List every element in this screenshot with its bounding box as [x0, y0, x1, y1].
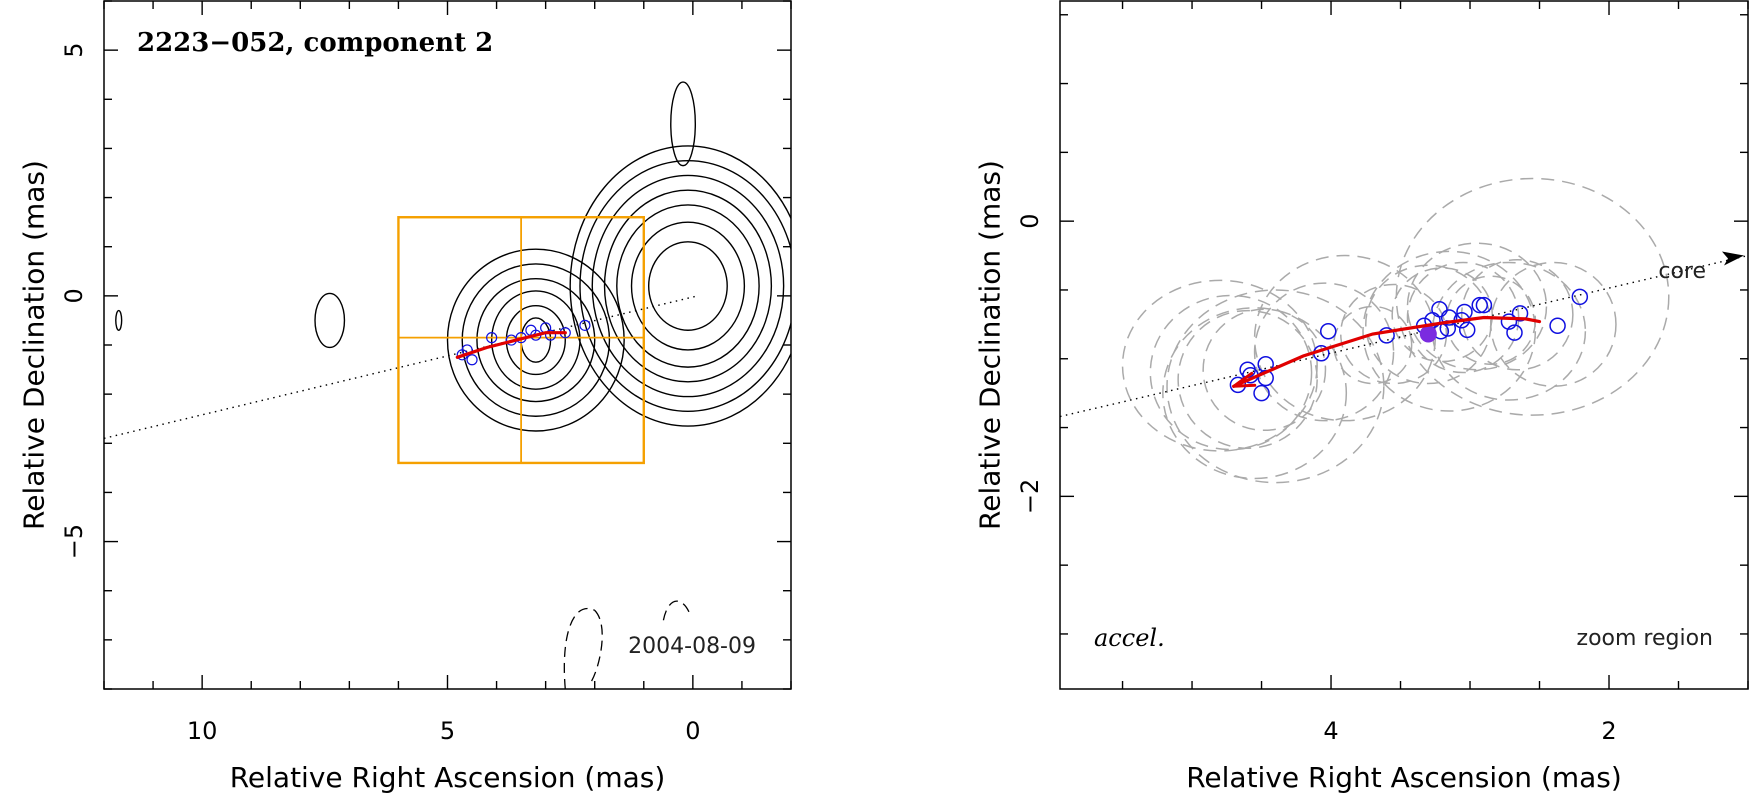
- contour-line: [616, 204, 760, 368]
- x-axis-title: Relative Right Ascension (mas): [230, 761, 666, 794]
- contour-line: [647, 241, 728, 331]
- left-panel: 2223−052, component 2 2004-08-09 10 5 0 5 0 −5 R…: [18, 0, 792, 794]
- uncertainty-ellipse: [1162, 307, 1348, 480]
- plot-title: 2223−052, component 2: [137, 28, 493, 58]
- uncertainty-ellipse: [1253, 282, 1395, 422]
- highlighted-component: [1419, 325, 1437, 343]
- negative-contour: [589, 609, 603, 685]
- contour-line: [476, 277, 596, 403]
- accel-label: accel.: [1094, 624, 1165, 652]
- y-axis-title: Relative Declination (mas): [974, 160, 1007, 530]
- contour-line: [461, 263, 611, 417]
- zoom-region-label: zoom region: [1577, 626, 1713, 651]
- trajectory-arrowhead: [1232, 371, 1257, 388]
- component-position: [1571, 288, 1589, 306]
- component-position: [1431, 300, 1448, 318]
- uncertainty-ellipse: [1121, 279, 1318, 452]
- uncertainty-ellipse: [1333, 305, 1413, 385]
- fitted-trajectory: [455, 331, 567, 359]
- uncertainty-ellipse: [1149, 294, 1313, 451]
- negative-contour: [662, 600, 692, 621]
- plot-area: [1060, 177, 1748, 484]
- contour-line: [446, 248, 625, 432]
- component-position: [1440, 309, 1458, 326]
- component-position: [544, 329, 557, 341]
- y-axis-title: Relative Declination (mas): [18, 160, 51, 530]
- uncertainty-ellipse: [1406, 242, 1548, 371]
- uncertainty-ellipse: [1395, 177, 1670, 416]
- x-tick-label: 2: [1601, 717, 1616, 745]
- y-tick-label: 5: [60, 43, 88, 58]
- epoch-label: 2004-08-09: [628, 634, 756, 659]
- x-tick-label: 10: [187, 717, 218, 745]
- x-axis-title: Relative Right Ascension (mas): [1186, 761, 1622, 794]
- x-tick-label: 0: [685, 717, 700, 745]
- contour-line: [630, 221, 746, 351]
- component-position: [486, 332, 498, 344]
- y-tick-label: −5: [60, 524, 88, 559]
- component-position: [1456, 303, 1473, 321]
- component-position: [1506, 324, 1523, 341]
- y-tick-label: 0: [1016, 214, 1044, 229]
- uncertainty-ellipse: [1490, 261, 1617, 388]
- y-tick-label: −2: [1016, 479, 1044, 514]
- uncertainty-ellipse: [1202, 308, 1327, 432]
- uncertainty-ellipse: [1340, 283, 1448, 385]
- uncertainty-ellipse: [1460, 258, 1574, 371]
- component-position: [579, 319, 591, 331]
- contour-line: [591, 174, 785, 398]
- x-tick-label: 4: [1323, 717, 1338, 745]
- plot-area: [104, 81, 791, 689]
- contour-line: [603, 189, 773, 383]
- uncertainty-ellipse: [1431, 261, 1587, 401]
- x-tick-label: 5: [440, 717, 455, 745]
- jet-axis-line: [1060, 254, 1748, 418]
- negative-contour: [563, 608, 596, 689]
- component-position: [1475, 296, 1493, 314]
- contour-line: [569, 145, 791, 427]
- component-position: [1511, 305, 1529, 322]
- component-position: [1458, 321, 1476, 339]
- component-position: [1471, 296, 1488, 314]
- contour-line: [115, 309, 123, 331]
- plot-frame: [1059, 0, 1749, 690]
- uncertainty-ellipse: [1177, 309, 1318, 449]
- component-position: [1320, 322, 1337, 340]
- component-position: [1549, 317, 1566, 334]
- fitted-trajectory: [1232, 315, 1542, 388]
- core-label: core: [1658, 259, 1706, 284]
- component-position: [1378, 327, 1395, 344]
- component-position: [466, 354, 478, 366]
- y-tick-label: 0: [60, 288, 88, 303]
- core-direction-arrow: [1722, 251, 1744, 266]
- component-position: [1253, 384, 1270, 402]
- component-position: [1500, 313, 1518, 330]
- right-panel: core accel. zoom region 4 2 0 −2 Relative Right…: [974, 0, 1749, 794]
- contour-line: [670, 81, 697, 167]
- contour-line: [579, 160, 791, 413]
- contour-line: [490, 290, 581, 390]
- component-position: [1257, 369, 1274, 387]
- uncertainty-ellipse: [1362, 250, 1537, 412]
- contour-line: [314, 292, 346, 349]
- uncertainty-ellipse: [1166, 289, 1385, 484]
